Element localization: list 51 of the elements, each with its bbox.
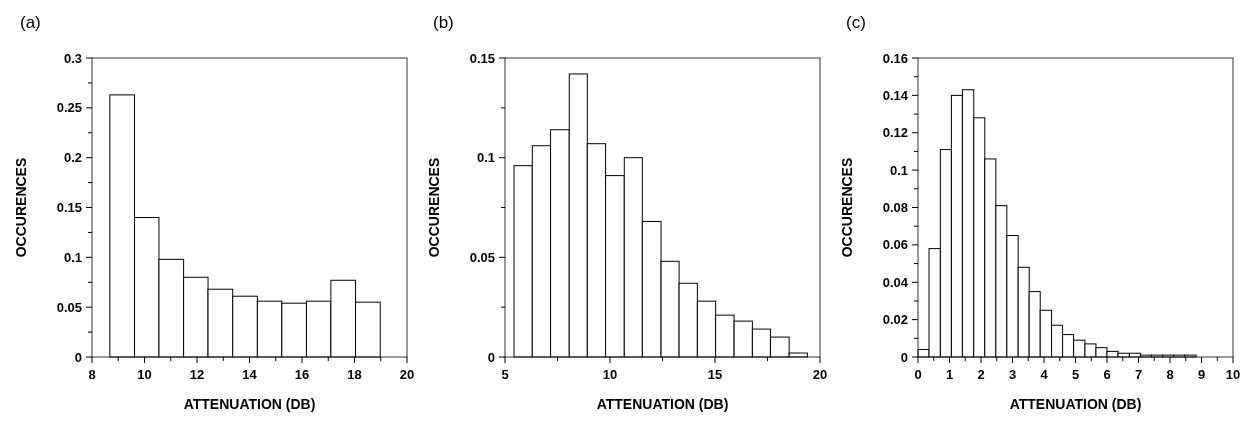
x-tick-label: 5: [501, 367, 509, 382]
x-tick-label: 20: [812, 367, 828, 382]
y-axis-title: OCCURENCES: [839, 157, 855, 258]
x-tick-label: 2: [977, 367, 985, 382]
y-tick-label: 0.2: [63, 150, 82, 166]
x-axis-title: ATTENUATION (DB): [1009, 396, 1142, 412]
x-tick-label: 5: [1071, 367, 1080, 382]
x-tick-label: 15: [707, 367, 723, 382]
y-tick-label: 0.06: [882, 237, 908, 253]
x-tick-label: 8: [88, 367, 96, 382]
y-tick-label: 0.1: [889, 162, 908, 178]
y-tick-label: 0: [74, 349, 82, 365]
y-tick-label: 0.14: [882, 87, 909, 103]
y-axis-title: OCCURENCES: [426, 157, 442, 258]
y-tick-label: 0.15: [469, 50, 495, 66]
x-tick-label: 14: [242, 367, 258, 382]
y-tick-label: 0.15: [56, 200, 82, 216]
x-tick-label: 1: [945, 367, 954, 382]
x-tick-label: 10: [137, 367, 152, 382]
x-tick-label: 9: [1197, 367, 1206, 382]
y-tick-label: 0.05: [56, 299, 82, 315]
y-tick-label: 0.1: [476, 150, 495, 166]
y-tick-label: 0.04: [882, 274, 909, 290]
chart-title: (b): [433, 13, 454, 32]
x-tick-label: 6: [1103, 367, 1111, 382]
x-tick-label: 10: [602, 367, 618, 382]
x-tick-label: 20: [399, 367, 415, 382]
y-tick-label: 0.1: [63, 249, 82, 265]
y-tick-label: 0.25: [56, 100, 82, 116]
y-axis-title: OCCURENCES: [13, 157, 29, 258]
x-tick-label: 3: [1008, 367, 1017, 382]
x-tick-label: 7: [1134, 367, 1143, 382]
x-axis-title: ATTENUATION (DB): [183, 396, 316, 412]
x-tick-label: 12: [189, 367, 205, 382]
y-tick-label: 0: [900, 349, 908, 365]
x-tick-label: 4: [1040, 367, 1049, 382]
y-tick-label: 0.12: [882, 125, 908, 141]
chart-title: (c): [846, 13, 866, 32]
y-tick-label: 0.16: [882, 50, 908, 66]
y-tick-label: 0.3: [63, 50, 82, 66]
y-tick-label: 0.02: [882, 312, 908, 328]
x-axis-title: ATTENUATION (DB): [596, 396, 729, 412]
chart-title: (a): [20, 13, 41, 32]
x-tick-label: 18: [347, 367, 362, 382]
x-tick-label: 10: [1225, 367, 1241, 382]
x-tick-label: 8: [1166, 367, 1174, 382]
y-tick-label: 0: [487, 349, 495, 365]
y-tick-label: 0.05: [469, 249, 495, 265]
y-tick-label: 0.08: [882, 200, 908, 216]
x-tick-label: 16: [294, 367, 310, 382]
x-tick-label: 0: [914, 367, 922, 382]
